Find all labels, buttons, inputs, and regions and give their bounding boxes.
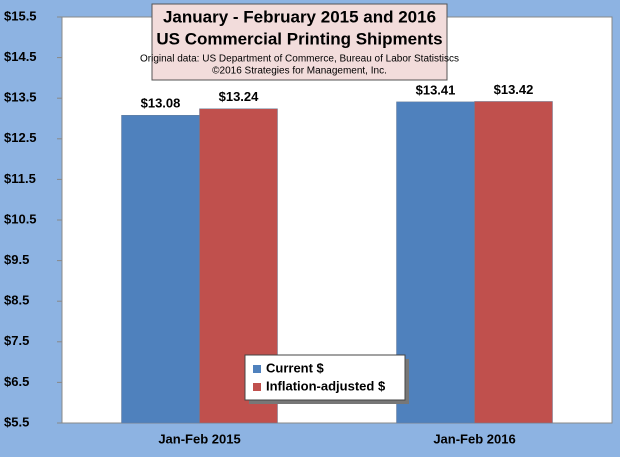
value-label: $13.08 — [141, 96, 181, 111]
value-label: $13.24 — [219, 89, 260, 104]
bar — [396, 101, 475, 424]
chart-title: US Commercial Printing Shipments — [156, 29, 442, 48]
chart-subtitle: Original data: US Department of Commerce… — [140, 54, 459, 65]
y-tick-label: $8.5 — [4, 293, 29, 308]
value-label: $13.42 — [494, 82, 534, 97]
chart-title: January - February 2015 and 2016 — [163, 7, 436, 26]
bar — [474, 101, 553, 424]
legend-box — [244, 354, 406, 401]
legend-label: Inflation-adjusted $ — [266, 378, 386, 393]
x-tick-label: Jan-Feb 2016 — [433, 431, 515, 446]
y-tick-label: $12.5 — [4, 130, 37, 145]
y-tick-label: $6.5 — [4, 374, 29, 389]
legend-swatch — [253, 365, 261, 373]
y-tick-label: $13.5 — [4, 90, 37, 105]
value-label: $13.41 — [416, 82, 456, 97]
y-tick-label: $7.5 — [4, 333, 29, 348]
y-tick-label: $15.5 — [4, 8, 37, 23]
y-tick-label: $10.5 — [4, 211, 37, 226]
legend-label: Current $ — [266, 360, 325, 375]
y-tick-label: $11.5 — [4, 171, 36, 186]
x-tick-label: Jan-Feb 2015 — [158, 431, 240, 446]
chart-subtitle: ©2016 Strategies for Management, Inc. — [212, 66, 387, 77]
y-tick-label: $5.5 — [4, 414, 29, 429]
legend-swatch — [253, 383, 261, 391]
y-tick-label: $14.5 — [4, 49, 37, 64]
bar — [121, 115, 200, 424]
y-tick-label: $9.5 — [4, 252, 29, 267]
title-box — [151, 3, 448, 81]
